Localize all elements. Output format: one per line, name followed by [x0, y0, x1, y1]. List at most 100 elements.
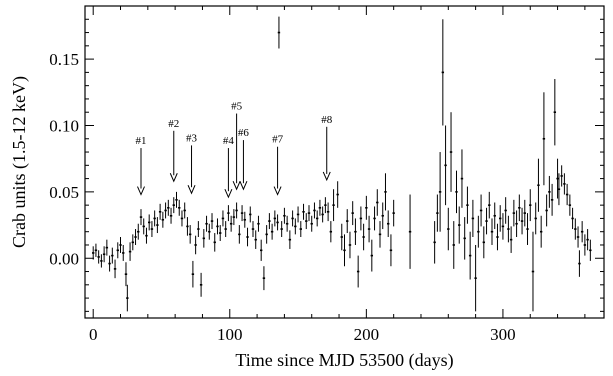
y-tick-label: 0.10: [49, 116, 79, 135]
data-point: [139, 209, 143, 226]
data-point: [150, 221, 154, 238]
data-point: [137, 223, 140, 240]
data-point: [210, 213, 214, 230]
data-point: [501, 213, 505, 240]
data-point: [548, 175, 551, 208]
data-point: [246, 227, 249, 247]
data-point: [280, 221, 283, 238]
data-point: [542, 92, 546, 186]
arrow-head: [322, 171, 331, 182]
data-point: [305, 213, 308, 230]
x-tick-label: 200: [354, 325, 380, 344]
data-point: [178, 199, 181, 216]
data-point: [356, 255, 360, 288]
data-point: [111, 247, 114, 264]
data-point: [164, 202, 167, 219]
data-points: [91, 16, 592, 312]
outburst-marker: #1: [135, 135, 146, 196]
x-axis-label: Time since MJD 53500 (days): [235, 350, 453, 371]
data-point: [259, 239, 263, 261]
outburst-marker: #2: [168, 118, 179, 183]
data-point: [202, 229, 206, 248]
data-point: [367, 215, 371, 243]
data-point: [433, 221, 436, 264]
data-point: [270, 223, 274, 240]
data-point: [392, 199, 395, 227]
data-point: [232, 209, 236, 226]
data-point: [354, 218, 357, 245]
data-point: [302, 203, 305, 220]
arrow-head: [232, 181, 241, 191]
data-point: [329, 221, 333, 243]
outburst-marker: #6: [238, 127, 249, 191]
data-point: [197, 221, 200, 238]
data-point: [563, 173, 566, 195]
data-point: [553, 79, 557, 146]
data-point: [235, 202, 238, 219]
data-point: [499, 205, 502, 232]
data-point: [126, 284, 129, 312]
data-point: [147, 214, 151, 231]
plot-frame: [84, 5, 605, 319]
data-point: [493, 202, 496, 230]
data-point: [466, 186, 469, 224]
data-point: [249, 206, 252, 223]
data-point: [128, 242, 132, 261]
data-point: [477, 215, 480, 248]
data-point: [571, 207, 574, 230]
data-point: [283, 207, 286, 224]
x-tick-label: 100: [217, 325, 243, 344]
axes: 0 100 200 300 0.00 0.05 0.10 0.15: [49, 5, 605, 344]
data-point: [534, 202, 537, 235]
data-point: [161, 211, 165, 228]
data-point: [194, 235, 197, 255]
data-point: [568, 194, 572, 216]
data-point: [343, 234, 346, 267]
data-point: [512, 199, 516, 227]
data-point: [307, 205, 311, 222]
data-point: [485, 207, 488, 235]
outburst-label: #5: [231, 101, 243, 113]
data-point: [526, 213, 529, 245]
data-point: [227, 205, 230, 222]
data-point: [336, 181, 339, 208]
data-point: [531, 231, 535, 312]
outburst-marker: #5: [231, 101, 243, 191]
data-point: [370, 239, 374, 272]
data-point: [504, 197, 507, 224]
data-point: [455, 170, 458, 214]
data-point: [213, 233, 216, 252]
data-point: [378, 221, 382, 248]
data-point: [167, 199, 170, 216]
data-point: [318, 199, 322, 216]
data-point: [436, 194, 439, 232]
data-point: [463, 217, 466, 260]
data-point: [251, 221, 255, 238]
data-point: [447, 207, 450, 251]
data-point: [119, 237, 122, 253]
data-point: [91, 246, 95, 260]
data-point: [488, 191, 491, 219]
outburst-marker: #3: [186, 132, 198, 195]
data-point: [134, 229, 137, 245]
data-point: [268, 213, 271, 230]
outburst-label: #4: [223, 135, 235, 147]
data-point: [124, 262, 128, 287]
data-point: [257, 215, 260, 232]
outburst-label: #8: [321, 114, 333, 126]
data-point: [296, 206, 300, 223]
data-point: [102, 246, 106, 263]
data-point: [381, 202, 384, 230]
y-tick-label: 0.15: [49, 50, 79, 69]
data-point: [199, 272, 203, 297]
data-point: [145, 227, 148, 244]
outburst-label: #3: [186, 132, 198, 144]
data-point: [186, 217, 189, 236]
data-point: [373, 206, 376, 231]
data-point: [509, 226, 513, 253]
data-point: [326, 202, 330, 222]
data-point: [240, 205, 244, 222]
data-point: [315, 210, 319, 227]
data-point: [545, 194, 548, 227]
